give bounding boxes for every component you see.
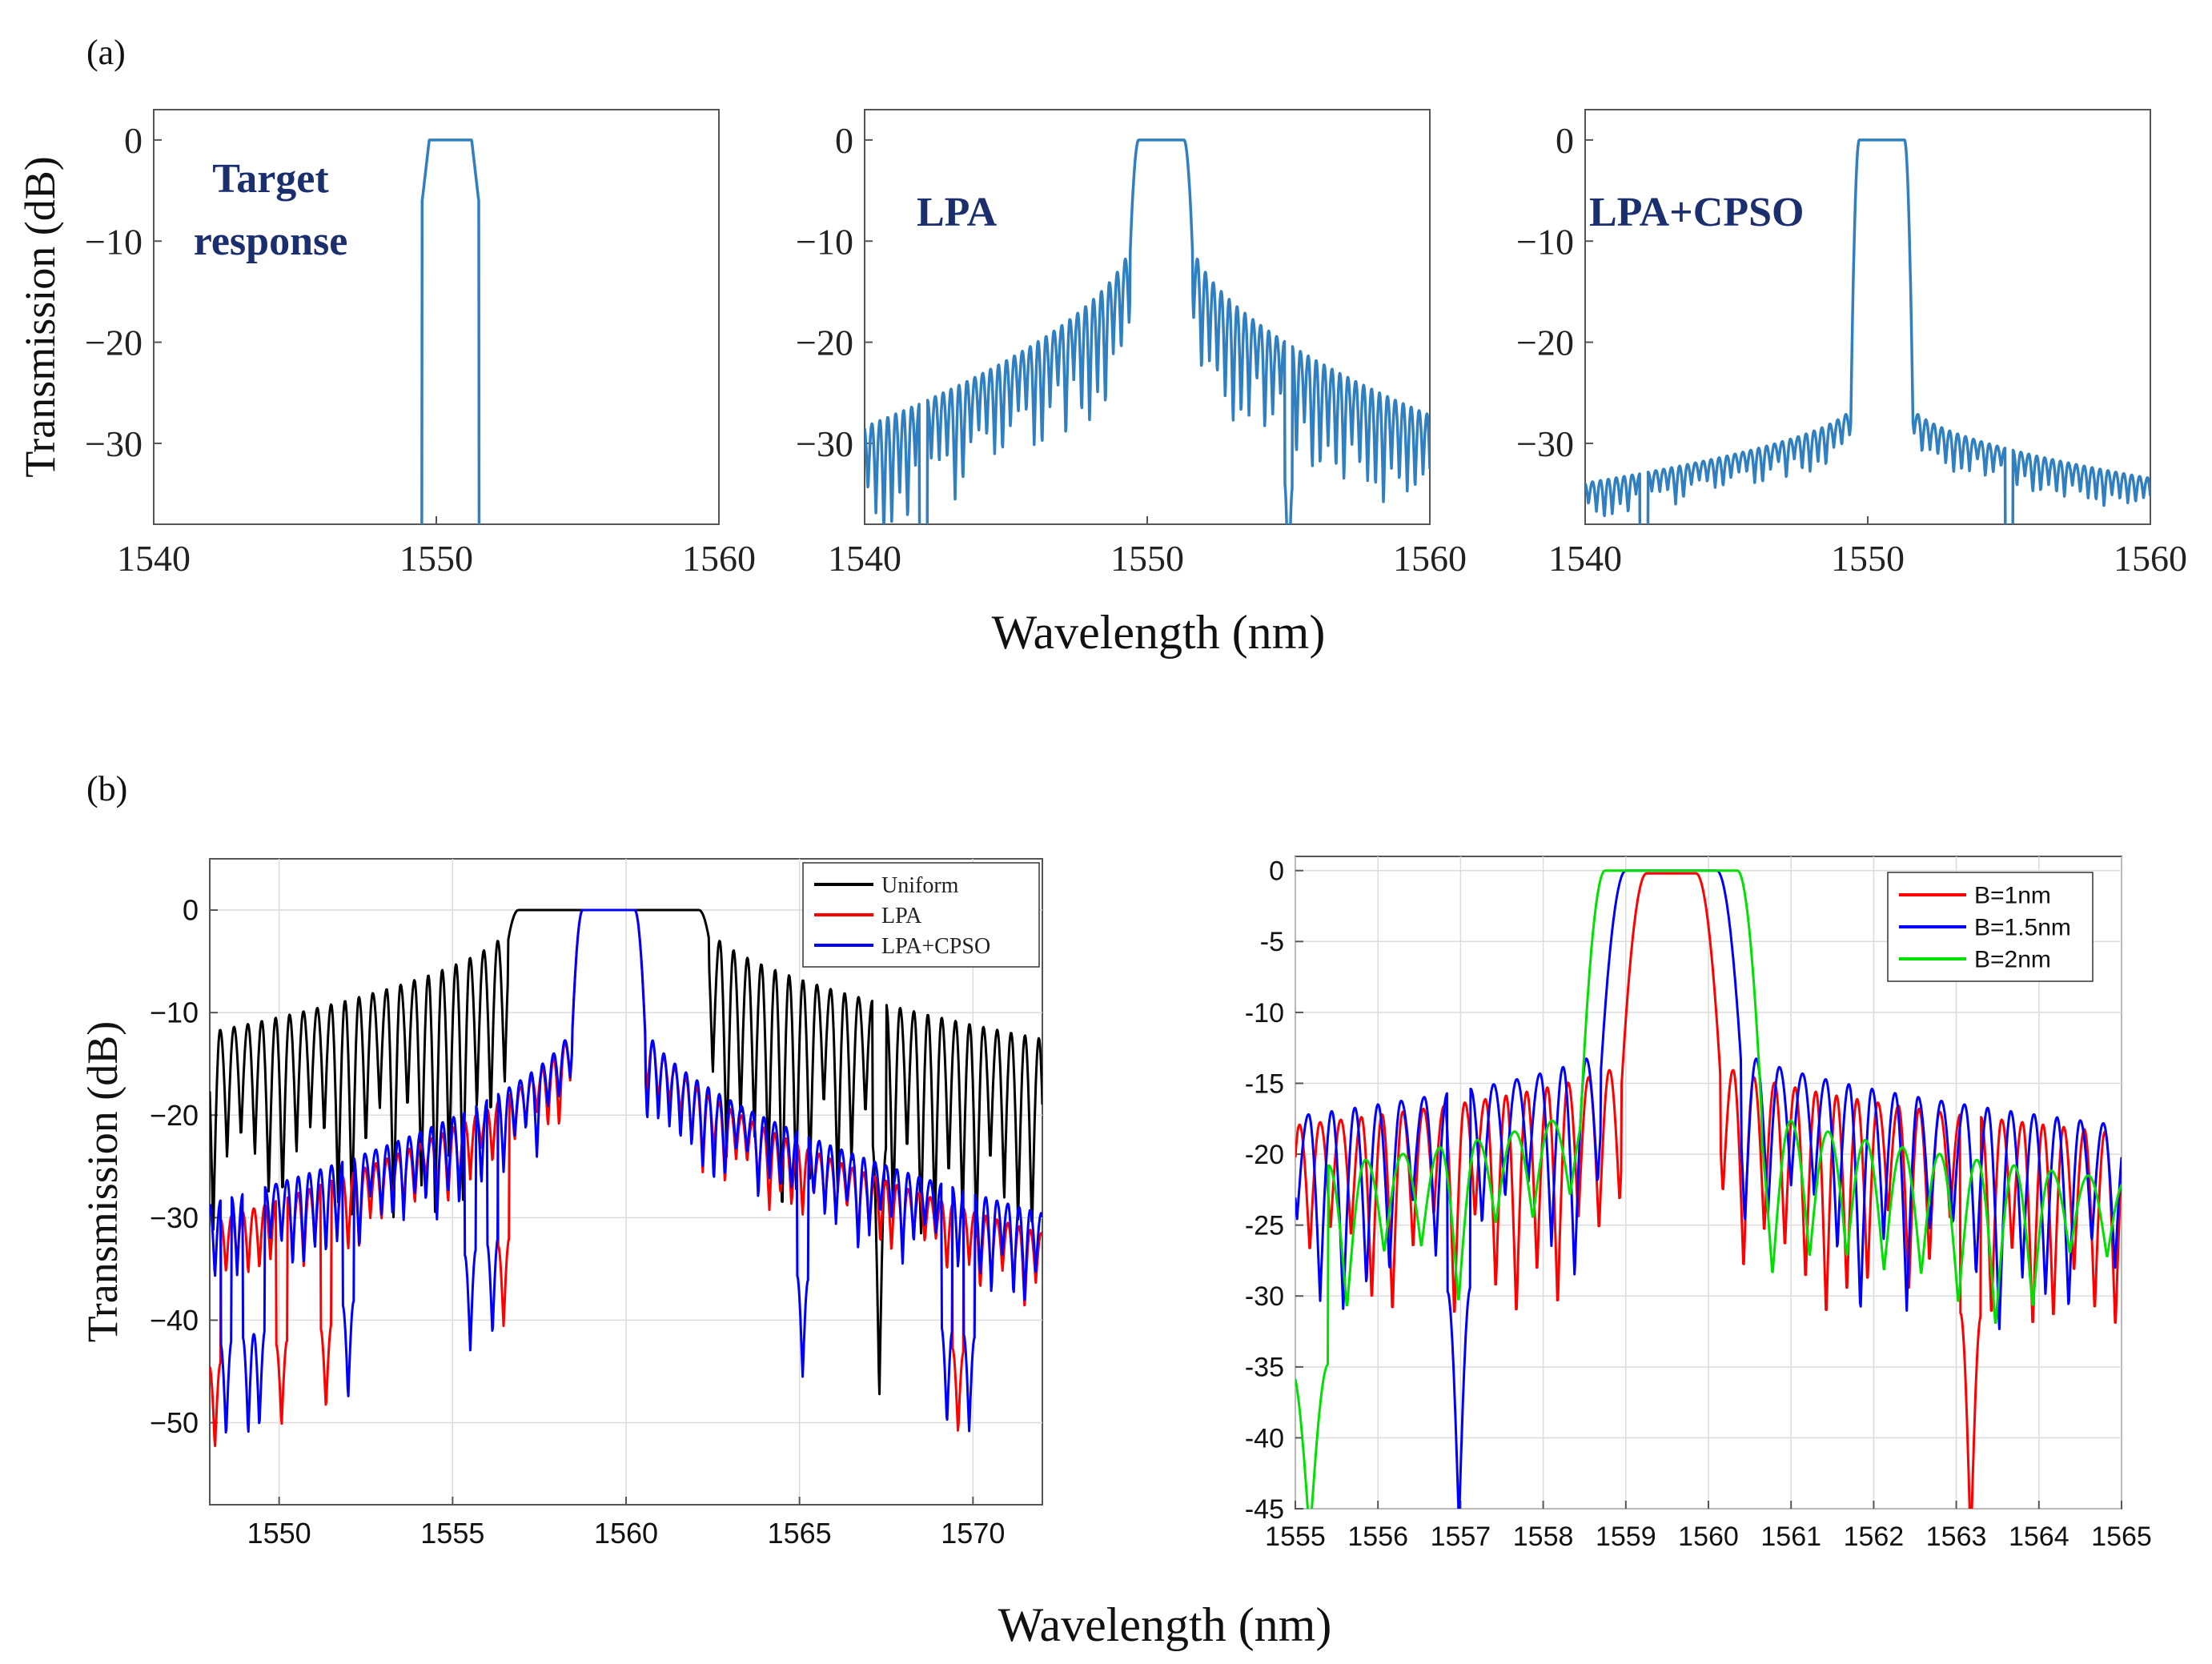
x-tick-label: 1560 [682, 538, 756, 579]
x-tick-label: 1559 [1596, 1522, 1656, 1552]
x-tick-label: 1540 [117, 538, 191, 579]
y-tick-label: 0 [1556, 120, 1574, 161]
x-tick-label: 1558 [1513, 1522, 1574, 1552]
y-tick-label: -5 [1260, 927, 1284, 957]
legend-label: B=1nm [1974, 883, 2051, 909]
y-tick-label: 0 [124, 120, 143, 161]
x-tick-label: 1570 [941, 1517, 1005, 1550]
y-tick-label: -20 [1245, 1140, 1284, 1170]
y-tick-label: −10 [1516, 221, 1574, 262]
y-axis-label: Transmission (dB) [16, 156, 64, 478]
y-tick-label: −30 [1516, 423, 1574, 464]
y-tick-label: -40 [1245, 1423, 1284, 1453]
x-tick-label: 1540 [1548, 538, 1622, 579]
annotation-text: response [194, 219, 348, 264]
x-tick-label: 1540 [828, 538, 901, 579]
annotation-text: LPA [917, 190, 998, 235]
chart-a2-lpa: 1540 1550 1560 0 −10 −20 −30 LPA [796, 109, 1467, 579]
x-tick-label: 1560 [2114, 538, 2187, 579]
series-line-b-2nm [1295, 869, 2122, 1509]
legend-label: Uniform [881, 873, 959, 898]
legend-label: B=2nm [1974, 947, 2051, 973]
x-tick-label: 1550 [247, 1517, 311, 1550]
chart-b2-bandwidth: 1555 1556 1557 1558 1559 1560 1561 1562 1563 1564… [1245, 856, 2152, 1552]
x-tick-label: 1561 [1760, 1522, 1821, 1552]
y-tick-label: -25 [1245, 1211, 1284, 1241]
series-line-lpa [865, 138, 1430, 524]
y-axis-label: Transmission (dB) [78, 1021, 126, 1343]
x-tick-label: 1557 [1431, 1522, 1491, 1552]
x-tick-label: 1563 [1926, 1522, 1987, 1552]
y-tick-label: −10 [796, 221, 853, 262]
y-tick-label: −20 [150, 1099, 199, 1132]
y-tick-label: -10 [1245, 998, 1284, 1028]
series-line-lpa-cpso [210, 908, 1042, 1434]
legend-label: B=1.5nm [1974, 915, 2071, 941]
x-tick-label: 1555 [1265, 1522, 1326, 1552]
x-tick-label: 1562 [1844, 1522, 1905, 1552]
legend-label: LPA [881, 904, 922, 928]
y-tick-label: -30 [1245, 1281, 1284, 1312]
y-tick-label: −10 [85, 221, 143, 262]
plot-frame [153, 109, 720, 525]
y-tick-label: -15 [1245, 1069, 1284, 1099]
y-tick-label: −40 [150, 1304, 199, 1337]
y-tick-label: −30 [85, 423, 143, 464]
y-tick-label: −20 [796, 323, 853, 363]
y-tick-label: -45 [1245, 1494, 1284, 1525]
x-tick-label: 1565 [768, 1517, 832, 1550]
x-tick-label: 1564 [2009, 1522, 2069, 1552]
x-tick-label: 1560 [594, 1517, 658, 1550]
y-tick-label: -35 [1245, 1353, 1284, 1383]
x-tick-label: 1555 [420, 1517, 484, 1550]
y-tick-label: −20 [85, 323, 143, 363]
series-line-lpa-cpso [1585, 138, 2150, 524]
series-line-target-response [420, 138, 481, 524]
y-tick-label: −20 [1516, 323, 1574, 363]
y-tick-label: 0 [835, 120, 853, 161]
annotation-text: Target [212, 156, 329, 202]
chart-a1-target-response: 1540 1550 1560 0 −10 −20 −30 Transmission (dB) T… [16, 109, 756, 579]
panel-b-label: (b) [86, 769, 127, 808]
x-tick-label: 1556 [1347, 1522, 1408, 1552]
y-tick-label: −10 [150, 996, 199, 1029]
x-tick-label: 1560 [1393, 538, 1467, 579]
x-tick-label: 1550 [1110, 538, 1184, 579]
xlabel-b: Wavelength (nm) [998, 1598, 1332, 1651]
y-tick-label: −50 [150, 1406, 199, 1439]
y-tick-label: −30 [150, 1201, 199, 1234]
x-tick-label: 1550 [399, 538, 473, 579]
xlabel-a: Wavelength (nm) [992, 606, 1326, 659]
annotation-text: LPA+CPSO [1589, 190, 1804, 235]
y-tick-label: 0 [1269, 856, 1284, 887]
x-tick-label: 1560 [1678, 1522, 1739, 1552]
x-tick-label: 1565 [2091, 1522, 2152, 1552]
plot-frame [1584, 109, 2151, 525]
x-tick-label: 1550 [1831, 538, 1905, 579]
panel-a-label: (a) [86, 33, 126, 72]
y-tick-label: −30 [796, 423, 853, 464]
legend-label: LPA+CPSO [881, 934, 990, 959]
y-tick-label: 0 [183, 894, 199, 927]
chart-a3-lpa-cpso: 1540 1550 1560 0 −10 −20 −30 LPA+CPSO [1516, 109, 2187, 579]
chart-b1-uniform-lpa-cpso: 1550 1555 1560 1565 1570 0 −10 −20 −30 −40 −50 Tran… [78, 858, 1043, 1550]
